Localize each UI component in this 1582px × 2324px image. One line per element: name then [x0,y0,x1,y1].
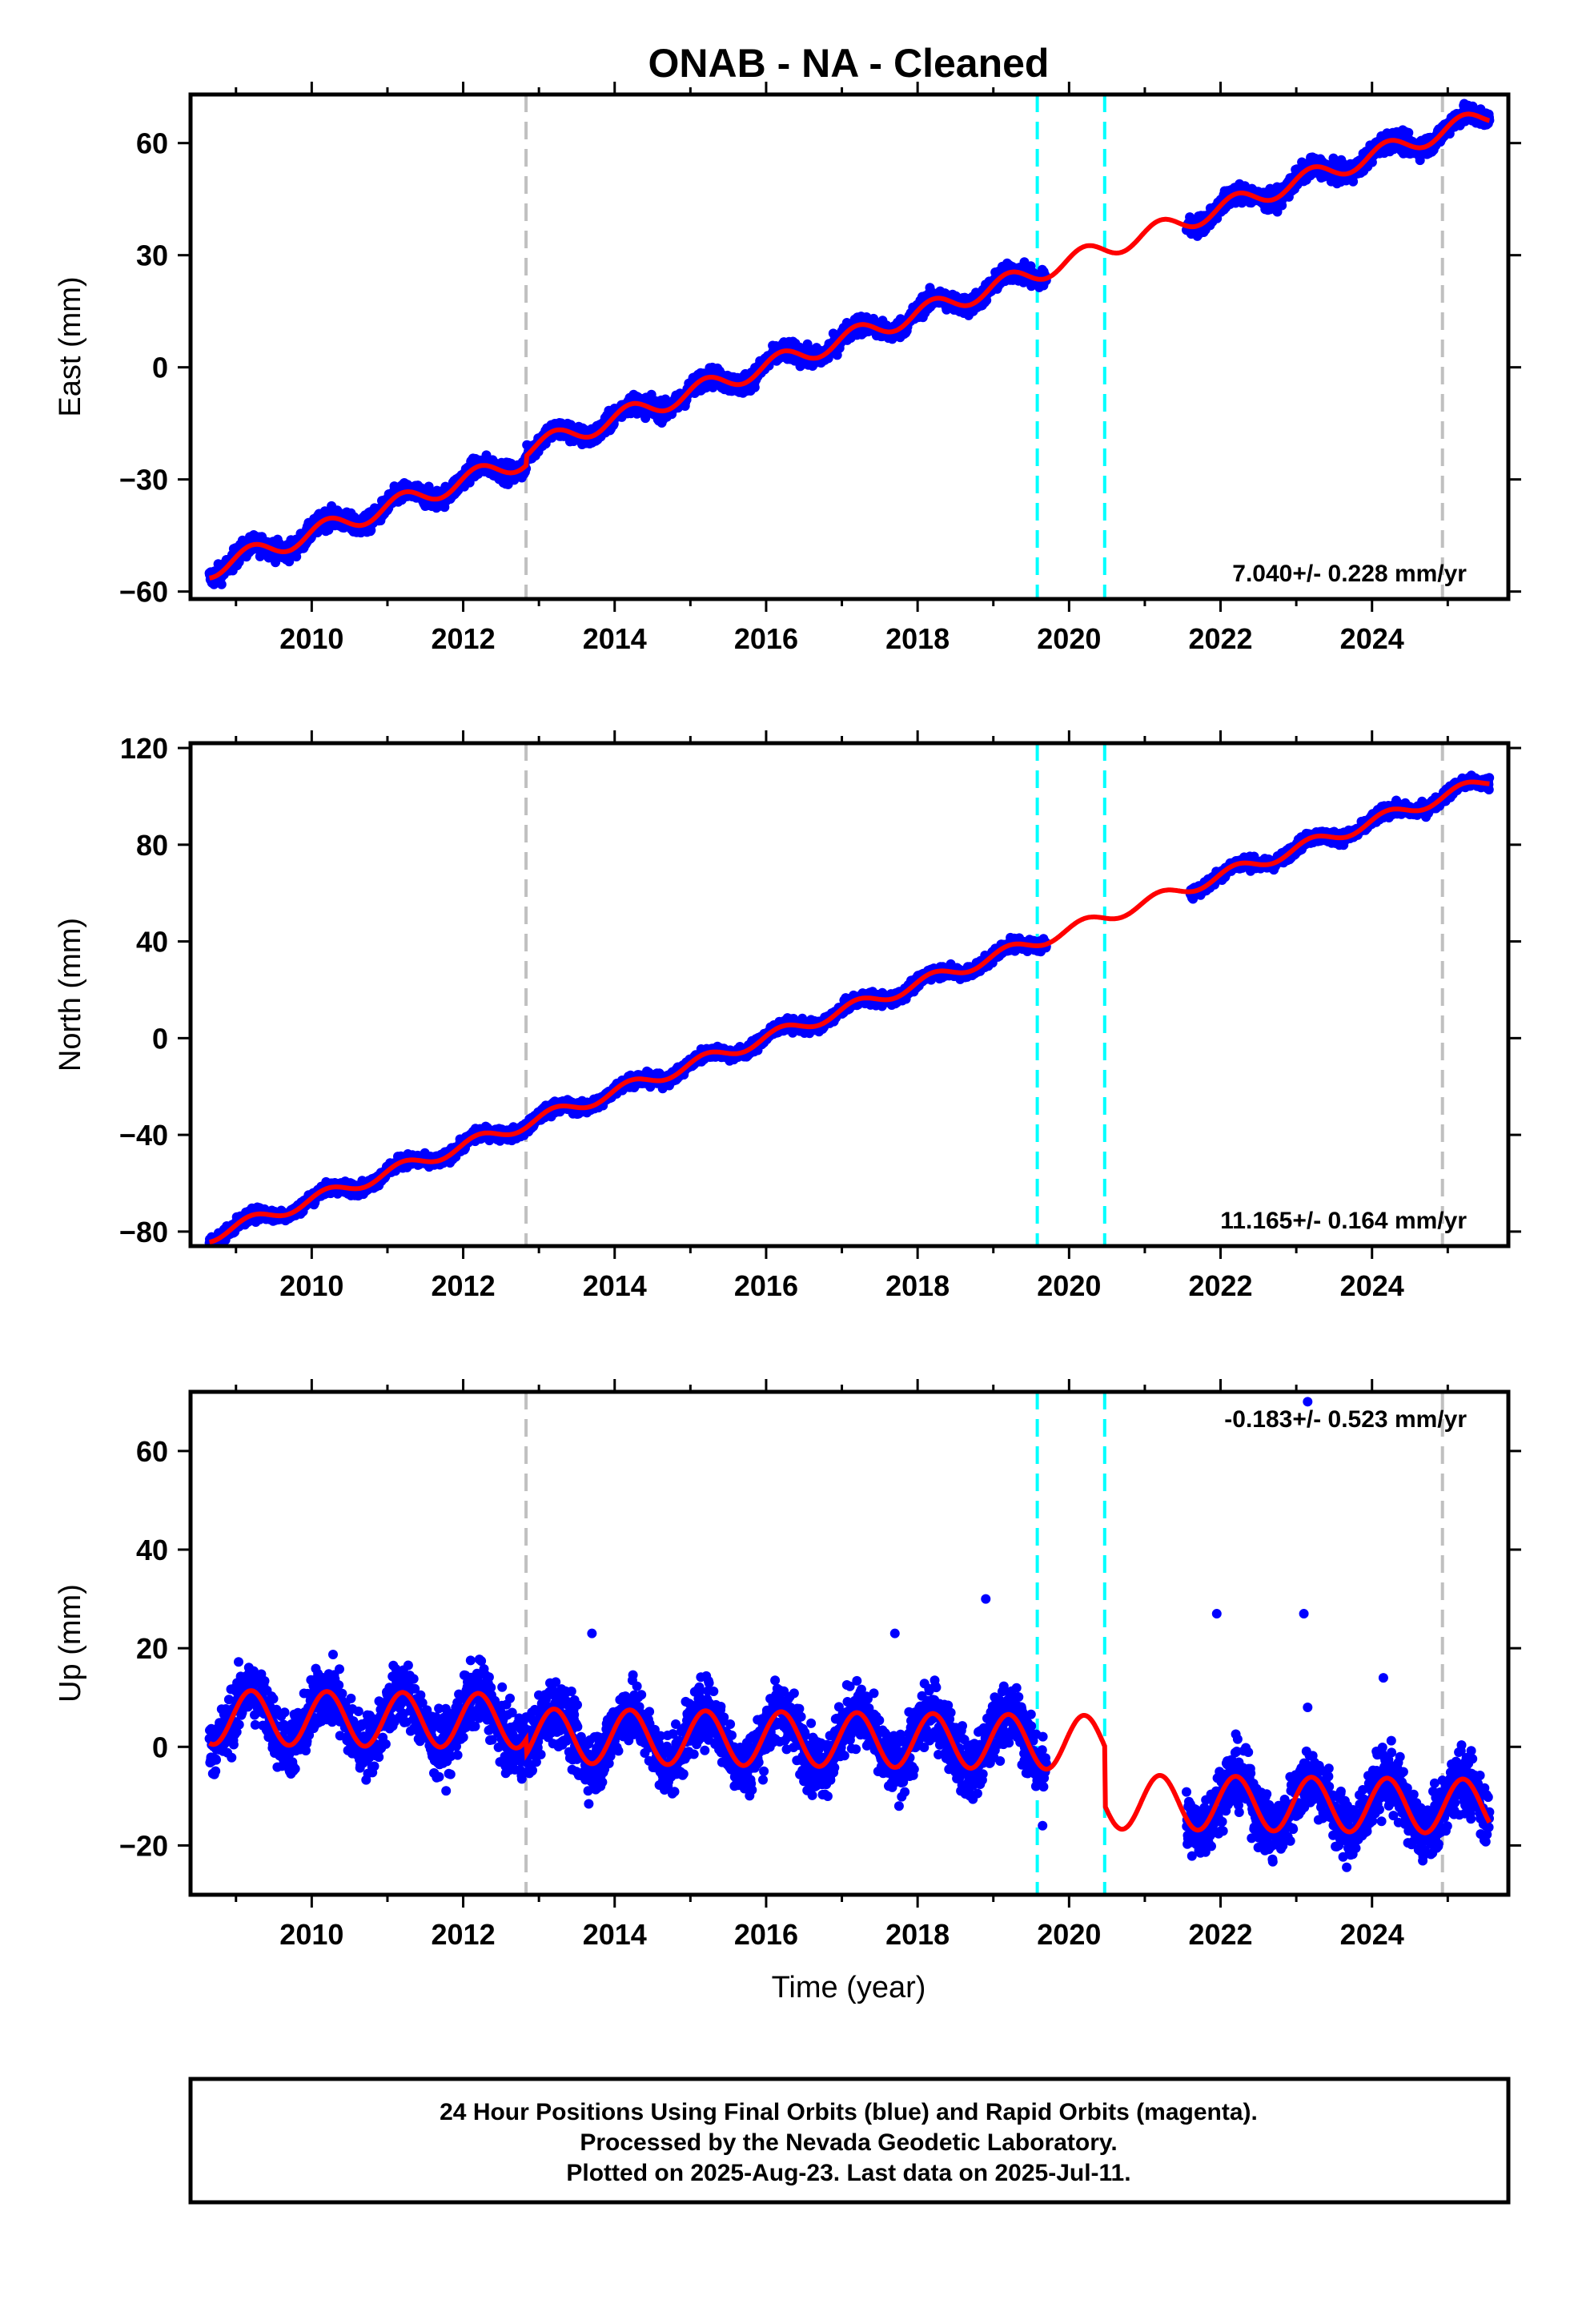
y-tick-label: 60 [136,127,168,160]
model-fit-line [209,111,1490,581]
x-tick-label: 2024 [1340,622,1404,655]
series-daily-positions [204,99,1495,589]
y-axis-label: East (mm) [54,276,87,416]
y-tick-label: 0 [152,352,168,384]
x-tick-label: 2012 [432,622,496,655]
north-panel: 2010 2012 2014 2016 2018 2020 2022 2024−80−4004… [54,730,1521,1302]
axes-frame [188,92,1511,601]
data-point [1415,155,1425,166]
x-tick-label: 2010 [279,622,343,655]
chart-title: ONAB - NA - Cleaned [648,41,1050,86]
x-tick-label: 2014 [583,622,647,655]
east-panel: 2010 2012 2014 2016 2018 2020 2022 2024 −60 −30 0 3… [54,82,1521,655]
x-tick-label: 2018 [885,622,950,655]
plot-area [204,743,1495,1246]
y-tick-label: −60 [119,576,168,609]
x-tick-label: 2016 [734,622,798,655]
y-tick-label: 30 [136,239,168,272]
velocity-label: 7.040+/- 0.228 mm/yr [1232,561,1467,587]
y-tick-label: −30 [119,464,168,497]
data-point [216,579,227,589]
plot-area [204,94,1495,599]
x-tick-label: 2020 [1037,622,1101,655]
data-point [749,382,760,392]
x-tick-label: 2022 [1188,622,1252,655]
